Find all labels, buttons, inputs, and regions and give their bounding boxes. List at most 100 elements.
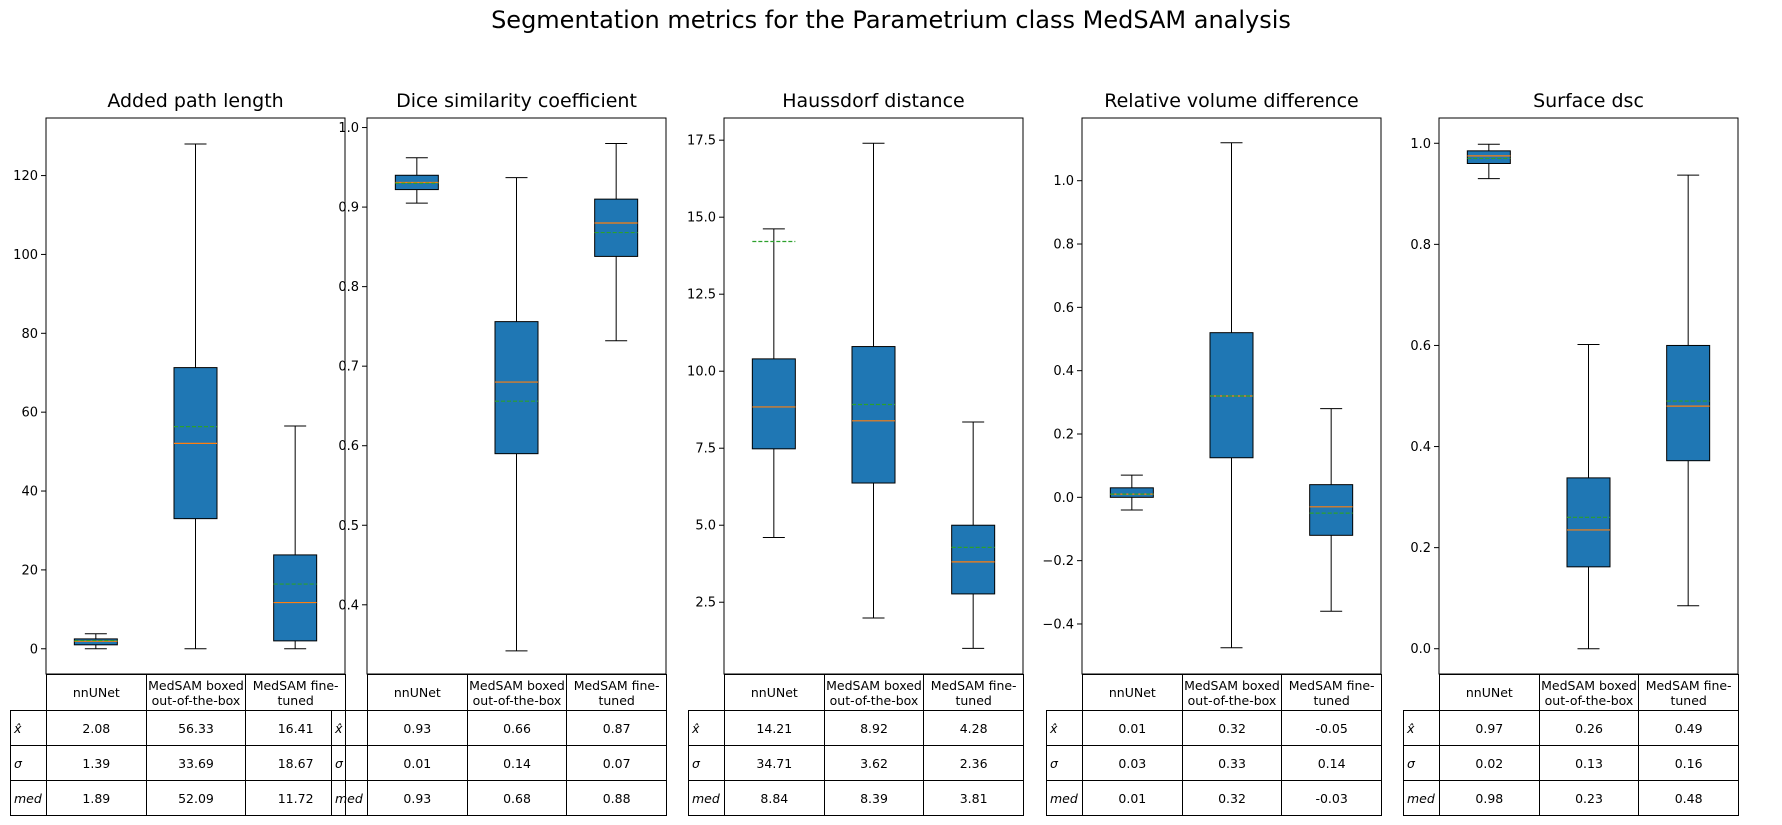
y-tick-label: −0.4	[1042, 617, 1074, 632]
table-cell: 2.08	[46, 710, 147, 746]
table-cell: 0.32	[1181, 780, 1283, 816]
table-cell: -0.03	[1281, 780, 1382, 816]
table-cell: 2.36	[923, 745, 1024, 781]
table-column-header: MedSAM boxed out-of-the-box	[466, 674, 568, 711]
box-0	[394, 157, 439, 204]
y-tick-label: 1.0	[338, 121, 359, 136]
box-0	[1109, 474, 1154, 511]
table-column-header: MedSAM fine-tuned	[566, 674, 667, 711]
table-cell: 0.13	[1538, 745, 1640, 781]
y-tick-label: 0	[30, 642, 38, 657]
table-row-label: med	[1403, 780, 1440, 816]
panel-title: Surface dsc	[1533, 90, 1644, 112]
iqr-box	[594, 198, 639, 257]
table-cell: 52.09	[145, 780, 247, 816]
y-tick-label: 7.5	[695, 442, 716, 457]
box-1	[851, 142, 896, 619]
y-tick-label: 5.0	[695, 519, 716, 534]
box-0	[1466, 143, 1511, 180]
table-column-header: MedSAM fine-tuned	[1281, 674, 1382, 711]
y-tick-label: 1.0	[1410, 137, 1431, 152]
table-cell: 33.69	[145, 745, 247, 781]
table-row: med 0.01 0.32 -0.03	[1046, 780, 1382, 816]
panel-title: Relative volume difference	[1104, 90, 1359, 112]
table-row-label: med	[1046, 780, 1083, 816]
table-column-header: MedSAM boxed out-of-the-box	[823, 674, 925, 711]
table-cell: 0.87	[566, 710, 667, 746]
panel-title: Added path length	[107, 90, 284, 112]
y-tick-label: 120	[13, 169, 38, 184]
table-row: σ 1.39 33.69 18.67	[10, 745, 346, 781]
table-row-label: σ	[688, 745, 725, 781]
y-tick-label: 1.0	[1053, 174, 1074, 189]
box-2	[594, 142, 639, 342]
iqr-box	[1566, 477, 1611, 568]
table-cell: 0.01	[367, 745, 468, 781]
table-row-label: med	[688, 780, 725, 816]
table-row: x̂ 0.01 0.32 -0.05	[1046, 710, 1382, 746]
box-0	[73, 633, 118, 650]
iqr-box	[273, 554, 318, 642]
table-column-header: MedSAM fine-tuned	[245, 674, 346, 711]
table-cell: 0.02	[1439, 745, 1540, 781]
y-tick-label: 0.6	[338, 439, 359, 454]
table-row: σ 0.02 0.13 0.16	[1403, 745, 1739, 781]
y-tick-label: 20	[21, 563, 38, 578]
y-tick-label: 2.5	[695, 596, 716, 611]
table-cell: 0.49	[1638, 710, 1739, 746]
iqr-box	[1209, 332, 1254, 459]
y-tick-label: 0.8	[338, 280, 359, 295]
table-cell: 0.93	[367, 710, 468, 746]
stats-table: nnUNet MedSAM boxed out-of-the-box MedSAM …	[10, 674, 346, 816]
table-row: med 8.84 8.39 3.81	[688, 780, 1024, 816]
table-column-header: MedSAM fine-tuned	[1638, 674, 1739, 711]
y-tick-label: 0.6	[1053, 301, 1074, 316]
box-2	[1666, 174, 1711, 607]
y-tick-label: 0.5	[338, 519, 359, 534]
y-tick-label: 0.4	[338, 598, 359, 613]
y-tick-label: 0.0	[1410, 642, 1431, 657]
table-cell: 0.97	[1439, 710, 1540, 746]
table-row: med 1.89 52.09 11.72	[10, 780, 346, 816]
iqr-box	[1666, 344, 1711, 462]
iqr-box	[751, 358, 796, 450]
y-tick-label: 0.2	[1053, 427, 1074, 442]
figure-title: Segmentation metrics for the Parametrium…	[491, 6, 1291, 34]
table-cell: 0.14	[1281, 745, 1382, 781]
table-column-header: nnUNet	[46, 674, 147, 711]
stats-table: nnUNet MedSAM boxed out-of-the-box MedSAM …	[1403, 674, 1739, 816]
table-cell: 11.72	[245, 780, 346, 816]
y-tick-label: 17.5	[687, 134, 716, 149]
y-tick-label: 15.0	[687, 211, 716, 226]
table-row: med 0.98 0.23 0.48	[1403, 780, 1739, 816]
y-tick-label: 0.4	[1053, 364, 1074, 379]
table-cell: 1.89	[46, 780, 147, 816]
table-cell: 0.93	[367, 780, 468, 816]
table-column-header: MedSAM fine-tuned	[923, 674, 1024, 711]
y-tick-label: 12.5	[687, 288, 716, 303]
table-cell: 8.84	[724, 780, 825, 816]
box-2	[1309, 408, 1354, 612]
box-1	[1566, 343, 1611, 650]
table-cell: 3.81	[923, 780, 1024, 816]
table-row-label: x̂	[1403, 710, 1440, 746]
box-1	[173, 143, 218, 650]
table-cell: 0.88	[566, 780, 667, 816]
panel-title: Dice similarity coefficient	[396, 90, 637, 112]
table-row-label: x̂	[1046, 710, 1083, 746]
stats-table: nnUNet MedSAM boxed out-of-the-box MedSAM …	[331, 674, 667, 816]
panel-title: Haussdorf distance	[782, 90, 965, 112]
iqr-box	[494, 321, 539, 455]
table-cell: 1.39	[46, 745, 147, 781]
table-cell: 0.01	[1082, 710, 1183, 746]
iqr-box	[1109, 487, 1154, 498]
table-cell: 0.23	[1538, 780, 1640, 816]
iqr-box	[1309, 484, 1354, 536]
box-2	[273, 425, 318, 650]
table-cell: 0.98	[1439, 780, 1540, 816]
box-2	[951, 421, 996, 649]
